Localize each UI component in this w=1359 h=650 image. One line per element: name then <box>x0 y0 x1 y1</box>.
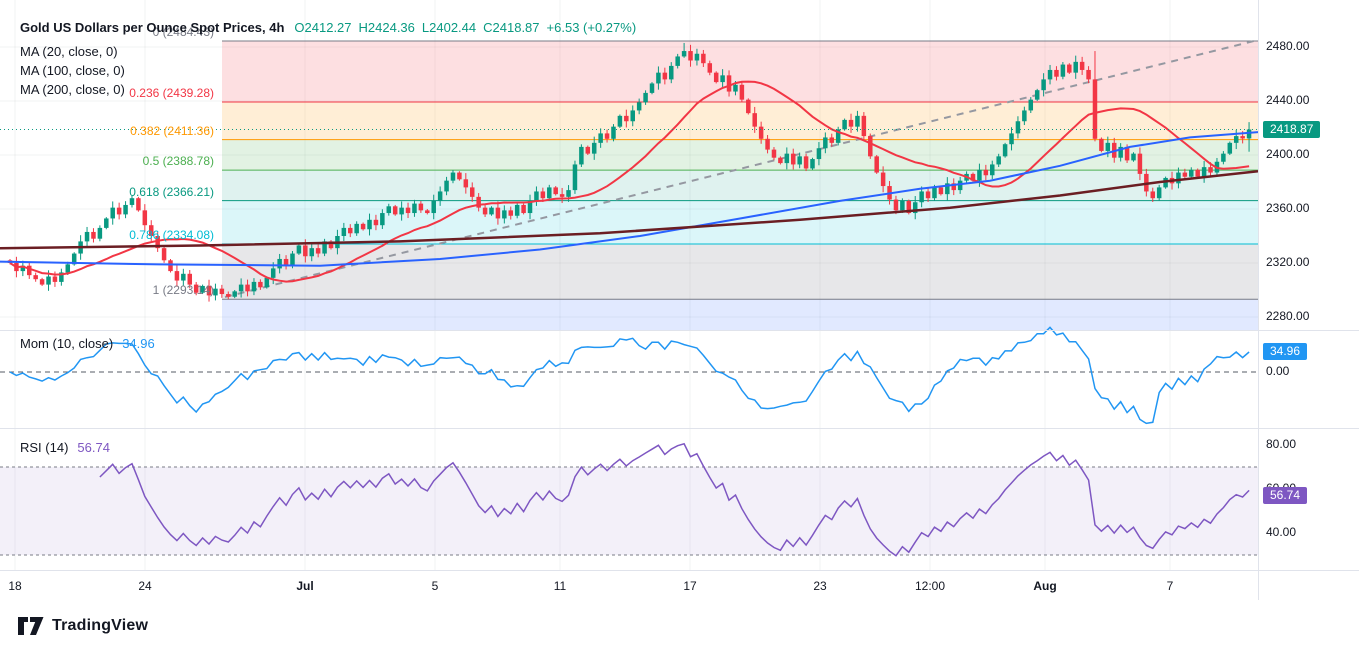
chart-plot-area[interactable] <box>0 0 1258 650</box>
symbol-title: Gold US Dollars per Ounce Spot Prices, 4… <box>20 20 285 35</box>
time-axis-label: 23 <box>813 579 827 593</box>
time-axis-label: 18 <box>8 579 22 593</box>
time-axis-label: Aug <box>1033 579 1057 593</box>
fib-level-label[interactable]: 0.786 (2334.08) <box>129 227 214 242</box>
tradingview-logo-icon <box>18 617 44 635</box>
tradingview-logo[interactable]: TradingView <box>18 617 148 635</box>
rsi-axis-label: 40.00 <box>1266 525 1297 539</box>
price-axis-label: 2400.00 <box>1266 147 1310 161</box>
momentum-legend[interactable]: Mom (10, close) 34.96 <box>20 336 155 351</box>
fib-level-label[interactable]: 0 (2484.43) <box>152 25 214 40</box>
time-axis-label: 7 <box>1166 579 1174 593</box>
momentum-label: Mom (10, close) <box>20 336 114 351</box>
price-axis-label: 2280.00 <box>1266 309 1310 323</box>
momentum-value: 34.96 <box>122 336 155 351</box>
price-axis[interactable]: 2480.00 2440.00 2400.00 2360.00 2320.00 2280.… <box>1258 0 1359 600</box>
ohlc-close: C2418.87 <box>483 20 540 35</box>
fib-level-label[interactable]: 0.236 (2439.28) <box>129 85 214 100</box>
rsi-value-badge: 56.74 <box>1263 487 1308 505</box>
fib-level-label[interactable]: 0.5 (2388.78) <box>142 154 214 169</box>
price-axis-label: 2360.00 <box>1266 201 1310 215</box>
time-axis[interactable]: 18 24 Jul 5 11 17 23 12:00 Aug 7 <box>0 571 1359 600</box>
fib-level-label[interactable]: 0.382 (2411.36) <box>130 123 214 138</box>
pane-separator-mom-rsi[interactable] <box>0 428 1359 429</box>
time-axis-label: 17 <box>683 579 697 593</box>
tradingview-logo-text: TradingView <box>52 617 149 634</box>
price-axis-label: 2480.00 <box>1266 39 1310 53</box>
pane-separator-rsi-timeaxis <box>0 570 1359 571</box>
rsi-legend[interactable]: RSI (14) 56.74 <box>20 440 110 455</box>
fib-level-label[interactable]: 0.618 (2366.21) <box>129 184 214 199</box>
rsi-label: RSI (14) <box>20 440 69 455</box>
ohlc-change: +6.53 (+0.27%) <box>546 20 637 35</box>
time-axis-label: 5 <box>431 579 439 593</box>
main-legend[interactable]: Gold US Dollars per Ounce Spot Prices, 4… <box>20 20 643 99</box>
ma-200-legend[interactable]: MA (200, close, 0) <box>20 82 125 97</box>
last-price-badge: 2418.87 <box>1263 120 1321 138</box>
mom-axis-label: 0.00 <box>1266 364 1290 378</box>
ohlc-low: L2402.44 <box>421 20 477 35</box>
mom-value-badge: 34.96 <box>1263 343 1308 361</box>
symbol-ohlc-row: Gold US Dollars per Ounce Spot Prices, 4… <box>20 20 643 35</box>
fib-level-label[interactable]: 1 (2293.14) <box>152 283 214 298</box>
time-axis-label: Jul <box>296 579 314 593</box>
time-axis-label: 12:00 <box>914 579 946 593</box>
rsi-axis-label: 80.00 <box>1266 437 1297 451</box>
pane-separator-main-mom[interactable] <box>0 330 1359 331</box>
ma-100-legend[interactable]: MA (100, close, 0) <box>20 63 125 78</box>
fib-retracement-labels: 0 (2484.43) 0.236 (2439.28) 0.382 (2411.36… <box>0 0 218 330</box>
price-axis-label: 2440.00 <box>1266 93 1310 107</box>
time-axis-label: 11 <box>553 579 567 593</box>
ohlc-high: H2424.36 <box>358 20 415 35</box>
time-axis-label: 24 <box>138 579 152 593</box>
ma-20-legend[interactable]: MA (20, close, 0) <box>20 44 118 59</box>
ohlc-open: O2412.27 <box>294 20 352 35</box>
rsi-value: 56.74 <box>77 440 110 455</box>
price-axis-label: 2320.00 <box>1266 255 1310 269</box>
